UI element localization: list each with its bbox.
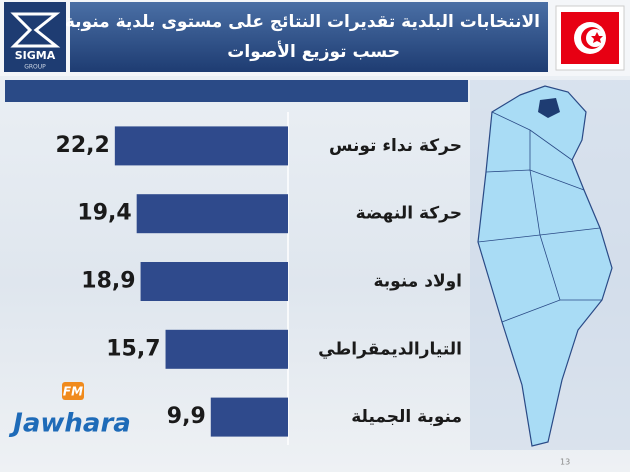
watermark-badge-bg: [62, 382, 84, 400]
value-label: 18,9: [81, 269, 135, 294]
chart-title: الانتخابات البلدية تقديرات النتائج على م…: [65, 12, 540, 32]
category-label: اولاد منوبة: [373, 272, 462, 292]
logo-name: SIGMA: [15, 49, 56, 62]
header-bar: [5, 80, 468, 102]
value-label: 22,2: [56, 133, 110, 158]
bar: [210, 397, 288, 437]
flag-star: [591, 32, 603, 43]
category-label: حركة نداء تونس: [329, 136, 462, 156]
value-label: 9,9: [167, 404, 206, 429]
category-label: التيارالديمقراطي: [318, 339, 462, 359]
value-label: 15,7: [106, 336, 160, 361]
category-label: حركة النهضة: [356, 204, 462, 224]
bar: [140, 262, 288, 301]
watermark-badge: FM: [63, 385, 83, 399]
map-manouba: [538, 98, 560, 118]
logo-tagline: GROUP: [24, 64, 46, 71]
map-tunisia: [477, 85, 613, 447]
category-label: منوبة الجميلة: [351, 407, 462, 427]
logo-icon: [10, 12, 61, 48]
bar: [114, 126, 288, 166]
page-number: 13: [560, 458, 570, 467]
bar: [136, 194, 288, 234]
value-label: 19,4: [77, 201, 131, 226]
chart-subtitle: حسب توزيع الأصوات: [227, 41, 400, 62]
map-border: [529, 130, 561, 301]
watermark-name: Jawhara: [8, 409, 131, 439]
bar: [165, 329, 288, 369]
title-band: [70, 2, 548, 72]
